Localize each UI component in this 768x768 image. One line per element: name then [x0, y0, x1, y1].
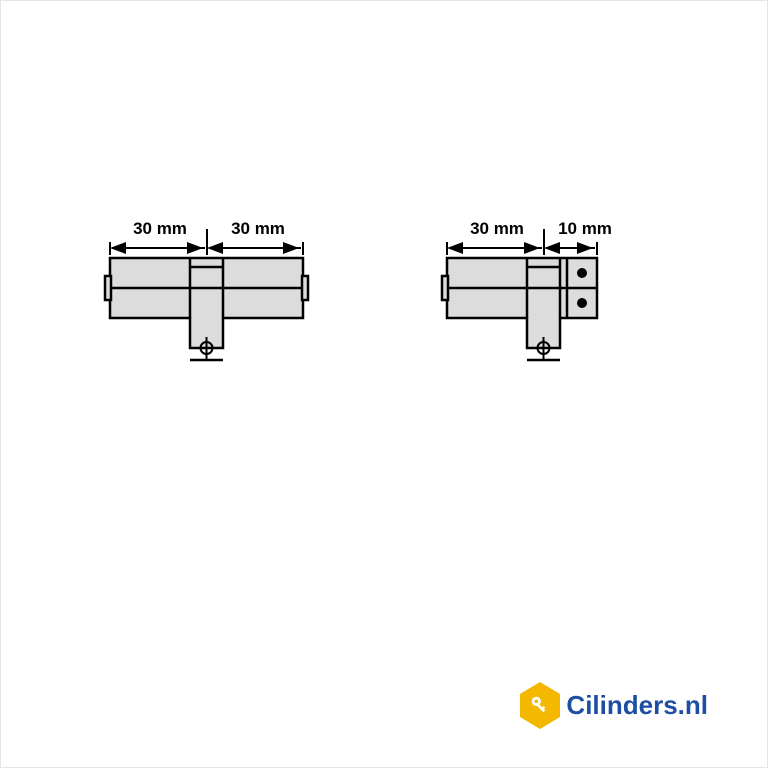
left-dim-a-label: 30 mm: [120, 219, 200, 239]
logo-text: Cilinders.nl: [566, 690, 708, 721]
key-icon: [529, 694, 551, 716]
left-dim-b-label: 30 mm: [218, 219, 298, 239]
logo-hexagon-icon: [520, 682, 560, 728]
right-dim-a-label: 30 mm: [457, 219, 537, 239]
right-cylinder-drawing: [432, 215, 632, 415]
brand-logo: Cilinders.nl: [520, 682, 708, 728]
cylinder-diagram: 30 mm 30 mm: [0, 0, 768, 768]
left-cylinder-drawing: [95, 215, 325, 415]
right-dim-b-label: 10 mm: [550, 219, 620, 239]
